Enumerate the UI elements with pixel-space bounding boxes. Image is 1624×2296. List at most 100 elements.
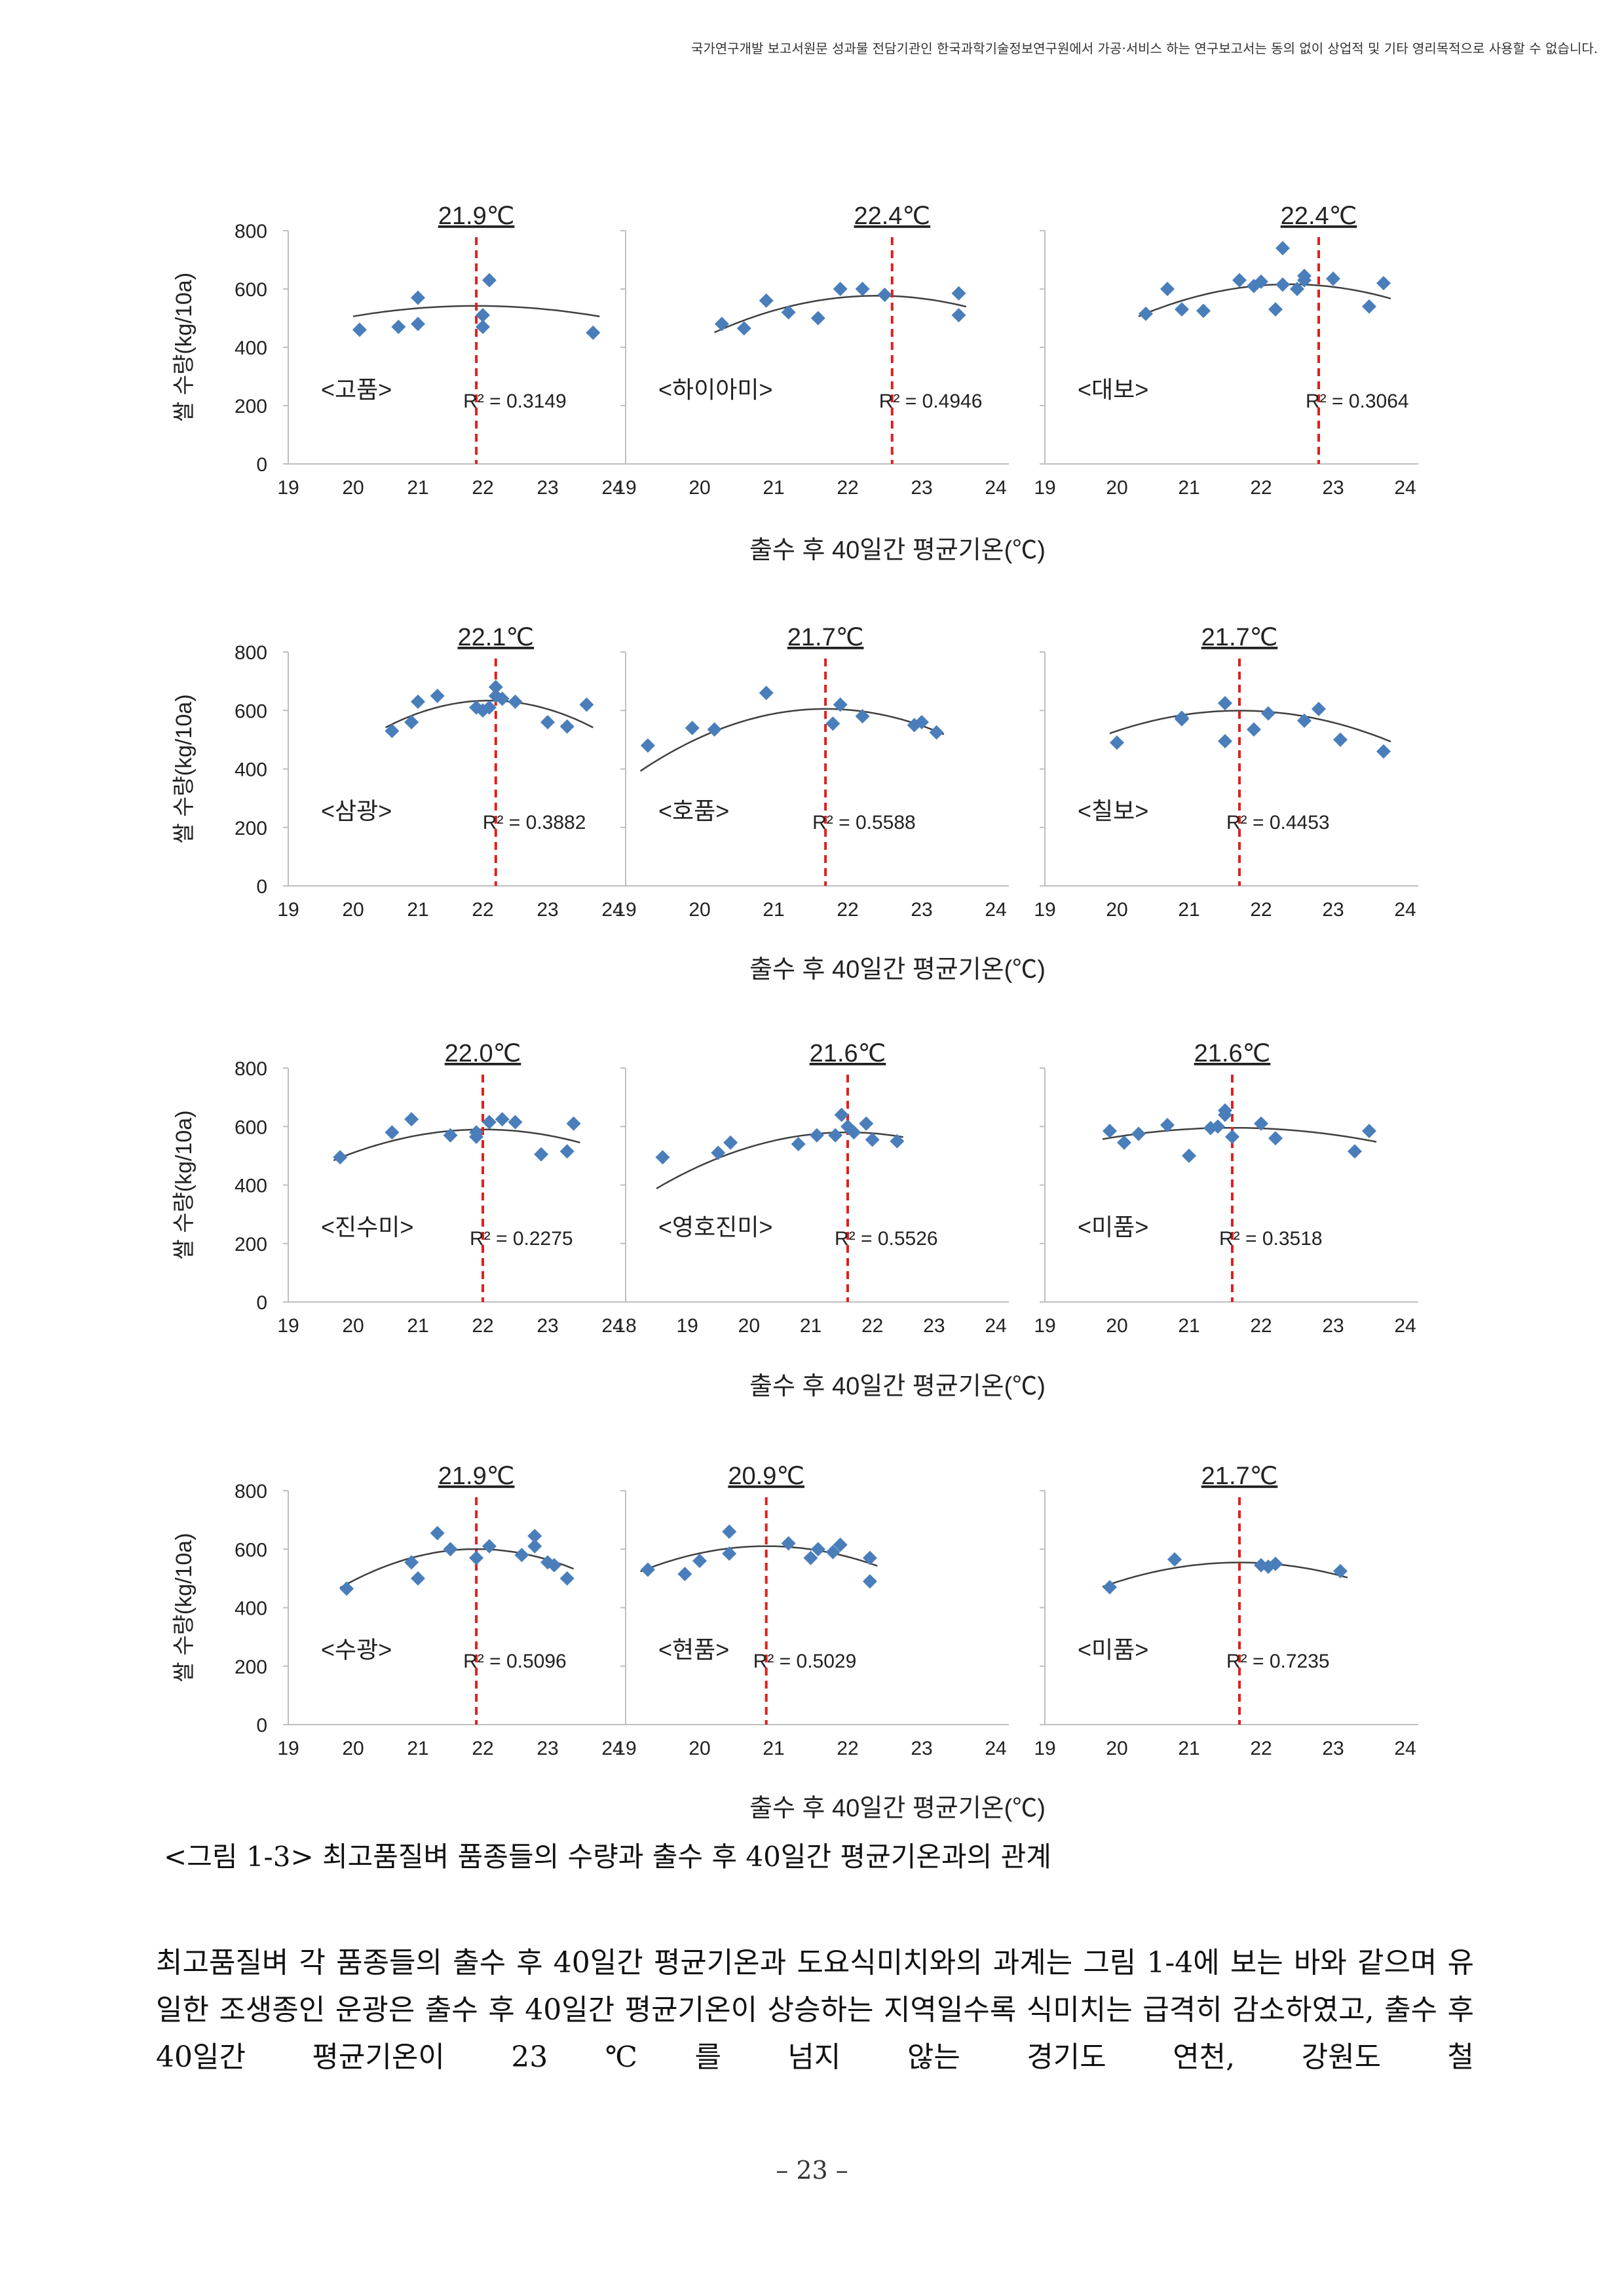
data-point <box>404 715 419 730</box>
data-point <box>411 1571 425 1586</box>
x-tick-label: 21 <box>407 1738 428 1759</box>
data-point <box>722 1546 737 1561</box>
x-tick-label: 22 <box>837 1738 858 1759</box>
data-point <box>1261 706 1275 721</box>
x-tick-label: 23 <box>911 477 932 499</box>
x-tick-label: 23 <box>923 1315 945 1337</box>
x-tick-label: 19 <box>277 477 299 499</box>
x-tick-label: 22 <box>837 899 858 921</box>
x-tick-label: 23 <box>537 1315 558 1337</box>
data-point <box>1103 1123 1117 1138</box>
optimum-temperature-label: 22.0℃ <box>445 1040 521 1067</box>
data-point <box>803 1550 818 1565</box>
x-tick-label: 20 <box>689 899 710 921</box>
data-point <box>655 1150 670 1165</box>
r-squared-label: R² = 0.5096 <box>463 1651 567 1672</box>
r-squared-label: R² = 0.4946 <box>879 391 983 412</box>
data-point <box>1139 306 1153 321</box>
x-tick-label: 21 <box>407 899 428 921</box>
data-point <box>791 1137 806 1152</box>
data-point <box>1362 299 1376 314</box>
data-point <box>411 694 425 709</box>
optimum-temperature-label: 21.7℃ <box>1201 1463 1278 1490</box>
data-point <box>1376 276 1391 291</box>
data-point <box>1268 302 1283 317</box>
x-tick-label: 20 <box>1106 1315 1127 1337</box>
x-tick-label: 22 <box>1250 477 1272 499</box>
data-point <box>430 1525 445 1540</box>
data-point <box>443 1128 458 1143</box>
x-tick-label: 20 <box>342 1738 364 1759</box>
data-point <box>825 716 840 731</box>
x-tick-label: 21 <box>763 899 784 921</box>
x-tick-label: 22 <box>472 1738 493 1759</box>
x-tick-label: 22 <box>861 1315 883 1337</box>
variety-label: <칠보> <box>1078 797 1148 824</box>
data-point <box>1160 282 1175 296</box>
y-tick-label: 800 <box>235 1058 267 1080</box>
data-point <box>443 1542 458 1557</box>
data-point <box>1333 732 1348 747</box>
figure-caption: <그림 1-3> 최고품질벼 품종들의 수량과 출수 후 40일간 평균기온과의… <box>164 1841 1051 1873</box>
r-squared-label: R² = 0.7235 <box>1226 1651 1330 1672</box>
data-point <box>482 1539 497 1554</box>
data-point <box>566 1116 581 1131</box>
optimum-temperature-label: 22.1℃ <box>457 624 534 651</box>
x-tick-label: 22 <box>1250 1315 1272 1337</box>
y-tick-label: 0 <box>256 1715 267 1736</box>
data-point <box>495 691 510 706</box>
copyright-notice: 국가연구개발 보고서원문 성과물 전담기관인 한국과학기술정보연구원에서 가공·… <box>690 41 1598 56</box>
data-point <box>495 1112 510 1127</box>
x-tick-label: 20 <box>342 477 364 499</box>
x-tick-label: 19 <box>277 1738 299 1759</box>
data-point <box>1182 1148 1196 1163</box>
y-tick-label: 800 <box>235 642 267 664</box>
x-tick-label: 24 <box>985 899 1006 921</box>
page-number: – 23 – <box>776 2156 848 2185</box>
x-tick-label: 21 <box>407 477 428 499</box>
x-axis-label: 출수 후 40일간 평균기온(℃) <box>749 1795 1046 1822</box>
x-tick-label: 19 <box>1034 899 1055 921</box>
trend-curve <box>656 1131 903 1189</box>
data-point <box>846 1125 861 1140</box>
x-tick-label: 20 <box>1106 477 1127 499</box>
data-point <box>1160 1118 1175 1133</box>
data-point <box>1218 1103 1232 1118</box>
x-tick-label: 22 <box>472 477 493 499</box>
data-point <box>1326 271 1340 286</box>
x-axis-label: 출수 후 40일간 평균기온(℃) <box>749 956 1046 984</box>
data-point <box>833 1537 848 1552</box>
r-squared-label: R² = 0.5029 <box>753 1651 857 1672</box>
x-tick-label: 20 <box>342 899 364 921</box>
x-tick-label: 23 <box>1322 477 1344 499</box>
x-tick-label: 23 <box>911 899 932 921</box>
data-point <box>781 1536 796 1551</box>
data-point <box>859 1116 874 1131</box>
data-point <box>559 719 575 734</box>
data-point <box>1196 303 1211 318</box>
data-point <box>1218 696 1232 711</box>
data-point <box>482 700 497 715</box>
data-point <box>352 322 367 337</box>
y-tick-label: 600 <box>235 1117 267 1138</box>
variety-label: <현품> <box>658 1636 729 1663</box>
data-point <box>890 1134 905 1149</box>
x-tick-label: 19 <box>1034 477 1055 499</box>
optimum-temperature-label: 21.6℃ <box>1194 1040 1271 1067</box>
r-squared-label: R² = 0.3149 <box>463 391 567 412</box>
r-squared-label: R² = 0.3518 <box>1219 1228 1323 1250</box>
data-point <box>1254 1116 1268 1131</box>
variety-label: <수광> <box>321 1636 392 1663</box>
data-point <box>1225 1129 1239 1144</box>
data-point <box>707 722 722 737</box>
data-point <box>810 1542 825 1557</box>
x-tick-label: 21 <box>763 477 784 499</box>
data-point <box>559 1144 575 1159</box>
data-point <box>488 679 503 695</box>
x-tick-label: 21 <box>407 1315 428 1337</box>
x-tick-label: 20 <box>689 477 710 499</box>
y-tick-label: 600 <box>235 700 267 722</box>
x-tick-label: 18 <box>614 1315 636 1337</box>
trend-curve <box>1102 1126 1377 1143</box>
trend-curve <box>714 295 967 334</box>
